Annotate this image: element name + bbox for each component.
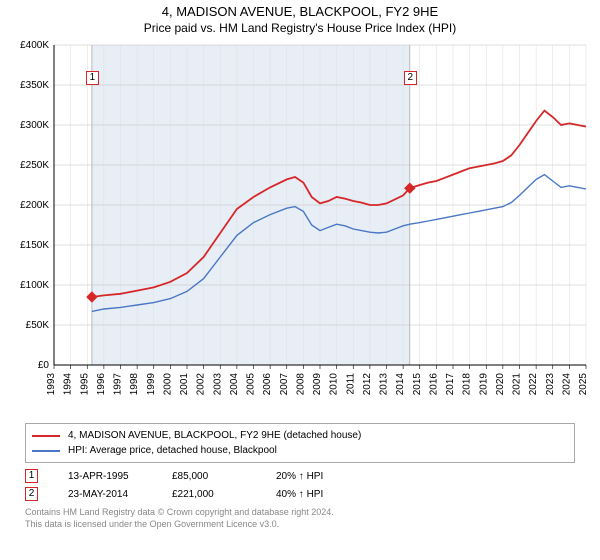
footer-notes: Contains HM Land Registry data © Crown c… — [25, 507, 575, 530]
chart-title: 4, MADISON AVENUE, BLACKPOOL, FY2 9HE — [0, 0, 600, 19]
svg-text:2022: 2022 — [528, 373, 539, 396]
event-delta: 40% ↑ HPI — [276, 489, 366, 500]
chart-svg: £0 £50K £100K £150K £200K £250K £300K £350K £400… — [10, 39, 590, 419]
svg-text:2014: 2014 — [395, 373, 406, 396]
events-table: 1 13-APR-1995 £85,000 20% ↑ HPI 2 23-MAY… — [25, 467, 575, 503]
legend-label: 4, MADISON AVENUE, BLACKPOOL, FY2 9HE (d… — [68, 430, 361, 441]
svg-text:1993: 1993 — [46, 373, 57, 396]
svg-text:1998: 1998 — [129, 373, 140, 396]
svg-text:2025: 2025 — [578, 373, 589, 396]
event-row: 1 13-APR-1995 £85,000 20% ↑ HPI — [25, 467, 575, 485]
svg-text:2020: 2020 — [495, 373, 506, 396]
event-price: £85,000 — [172, 471, 262, 482]
svg-text:2024: 2024 — [561, 373, 572, 396]
svg-text:2023: 2023 — [545, 373, 556, 396]
legend-label: HPI: Average price, detached house, Blac… — [68, 445, 277, 456]
svg-text:2005: 2005 — [246, 373, 257, 396]
svg-text:2003: 2003 — [212, 373, 223, 396]
svg-text:£150K: £150K — [20, 240, 49, 251]
chart-marker-label: 1 — [86, 71, 99, 85]
svg-text:2018: 2018 — [462, 373, 473, 396]
svg-text:2010: 2010 — [329, 373, 340, 396]
footer-line: Contains HM Land Registry data © Crown c… — [25, 507, 575, 519]
svg-text:£200K: £200K — [20, 200, 49, 211]
event-date: 13-APR-1995 — [68, 471, 158, 482]
svg-text:£0: £0 — [38, 360, 50, 371]
chart-subtitle: Price paid vs. HM Land Registry's House … — [0, 19, 600, 39]
svg-text:£250K: £250K — [20, 160, 49, 171]
svg-text:2002: 2002 — [196, 373, 207, 396]
legend-swatch-property — [32, 435, 60, 437]
svg-text:2006: 2006 — [262, 373, 273, 396]
svg-text:2017: 2017 — [445, 373, 456, 396]
event-price: £221,000 — [172, 489, 262, 500]
svg-text:2009: 2009 — [312, 373, 323, 396]
event-badge: 1 — [25, 469, 38, 483]
svg-text:2012: 2012 — [362, 373, 373, 396]
svg-text:2015: 2015 — [412, 373, 423, 396]
svg-text:2008: 2008 — [295, 373, 306, 396]
svg-text:£350K: £350K — [20, 80, 49, 91]
svg-text:£300K: £300K — [20, 120, 49, 131]
legend-item-hpi: HPI: Average price, detached house, Blac… — [32, 443, 568, 458]
svg-text:1996: 1996 — [96, 373, 107, 396]
svg-text:2004: 2004 — [229, 373, 240, 396]
svg-text:2019: 2019 — [478, 373, 489, 396]
chart-area: £0 £50K £100K £150K £200K £250K £300K £350K £400… — [10, 39, 590, 419]
svg-text:£400K: £400K — [20, 40, 49, 51]
svg-text:2016: 2016 — [428, 373, 439, 396]
svg-text:1995: 1995 — [79, 373, 90, 396]
legend: 4, MADISON AVENUE, BLACKPOOL, FY2 9HE (d… — [25, 423, 575, 463]
chart-marker-label: 2 — [404, 71, 417, 85]
svg-text:1997: 1997 — [113, 373, 124, 396]
svg-text:2000: 2000 — [162, 373, 173, 396]
event-badge: 2 — [25, 487, 38, 501]
svg-text:2021: 2021 — [512, 373, 523, 396]
svg-text:2013: 2013 — [379, 373, 390, 396]
event-delta: 20% ↑ HPI — [276, 471, 366, 482]
svg-text:1994: 1994 — [63, 373, 74, 396]
svg-text:2011: 2011 — [345, 373, 356, 395]
event-date: 23-MAY-2014 — [68, 489, 158, 500]
event-row: 2 23-MAY-2014 £221,000 40% ↑ HPI — [25, 485, 575, 503]
legend-item-property: 4, MADISON AVENUE, BLACKPOOL, FY2 9HE (d… — [32, 428, 568, 443]
svg-text:£50K: £50K — [26, 320, 50, 331]
svg-text:1999: 1999 — [146, 373, 157, 396]
svg-text:2007: 2007 — [279, 373, 290, 396]
svg-text:2001: 2001 — [179, 373, 190, 396]
footer-line: This data is licensed under the Open Gov… — [25, 519, 575, 531]
legend-swatch-hpi — [32, 450, 60, 452]
svg-text:£100K: £100K — [20, 280, 49, 291]
